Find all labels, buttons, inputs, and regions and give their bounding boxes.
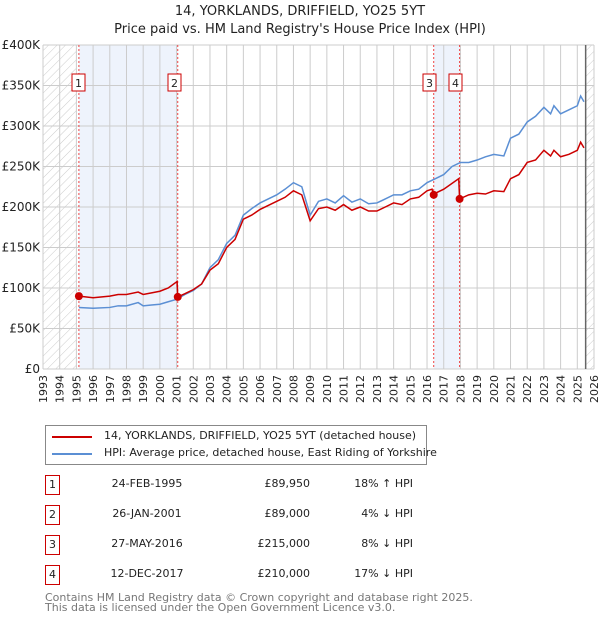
y-tick-label: £300K: [2, 119, 42, 133]
sale-point: [173, 292, 182, 301]
x-tick-label: 2002: [187, 375, 200, 403]
x-tick-label: 1993: [37, 375, 50, 403]
sale-price: £89,000: [264, 507, 311, 520]
x-tick-label: 1999: [137, 375, 150, 403]
sale-hpi-diff: 17% ↓ HPI: [354, 567, 413, 580]
sale-point: [455, 194, 464, 203]
chart-title: 14, YORKLANDS, DRIFFIELD, YO25 5YT: [174, 4, 426, 19]
x-tick-label: 2017: [438, 375, 451, 403]
sale-row: 4 12-DEC-2017 £210,000 17% ↓ HPI: [45, 565, 413, 585]
sale-marker-box: [71, 73, 86, 92]
legend-swatch: [52, 453, 92, 455]
sale-date: 26-JAN-2001: [112, 507, 182, 520]
y-tick-label: £150K: [2, 241, 42, 255]
x-tick-label: 2025: [571, 375, 584, 403]
sale-point: [429, 190, 438, 199]
x-tick-label: 2000: [154, 375, 167, 403]
x-tick-label: 2010: [321, 375, 334, 403]
x-tick-label: 2020: [488, 375, 501, 403]
price-chart: 1993 1994 1995 1996 1997 1998 1999 2000 2001 2002…: [2, 38, 600, 403]
sale-date: 27-MAY-2016: [111, 537, 183, 550]
x-tick-label: 1998: [120, 375, 133, 403]
sale-marker-label: 4: [452, 77, 459, 90]
chart-subtitle: Price paid vs. HM Land Registry's House …: [114, 22, 486, 37]
sale-price: £215,000: [257, 537, 311, 550]
sale-hpi-diff: 8% ↓ HPI: [361, 537, 413, 550]
x-tick-label: 2018: [454, 375, 467, 403]
x-tick-label: 1994: [54, 375, 67, 403]
x-tick-label: 2026: [588, 375, 600, 403]
x-tick-label: 2024: [555, 375, 568, 403]
sale-marker-label: 3: [426, 77, 433, 90]
legend-label: HPI: Average price, detached house, East…: [104, 446, 437, 459]
sale-date: 24-FEB-1995: [111, 477, 183, 490]
footer-copyright: Contains HM Land Registry data © Crown c…: [45, 591, 473, 604]
sale-price: £210,000: [257, 567, 311, 580]
sale-marker-label: 2: [171, 77, 178, 90]
sale-row: 3 27-MAY-2016 £215,000 8% ↓ HPI: [45, 535, 413, 555]
x-tick-label: 2015: [404, 375, 417, 403]
x-tick-label: 2004: [221, 375, 234, 403]
x-tick-label: 2014: [388, 375, 401, 403]
sale-hpi-diff: 4% ↓ HPI: [361, 507, 413, 520]
property-price-line: [78, 140, 585, 299]
y-tick-label: £50K: [9, 322, 41, 336]
x-tick-label: 2016: [421, 375, 434, 403]
sale-number: 4: [45, 565, 60, 585]
x-tick-label: 2007: [271, 375, 284, 403]
legend-label: 14, YORKLANDS, DRIFFIELD, YO25 5YT (deta…: [104, 429, 417, 442]
x-tick-label: 2008: [287, 375, 300, 403]
x-tick-label: 2019: [471, 375, 484, 403]
y-tick-label: £200K: [2, 200, 42, 214]
sale-marker-box: [422, 73, 437, 92]
x-tick-label: 2011: [338, 375, 351, 403]
x-tick-label: 2013: [371, 375, 384, 403]
x-tick-label: 2022: [521, 375, 534, 403]
y-tick-label: £400K: [2, 38, 42, 52]
x-tick-label: 2005: [237, 375, 250, 403]
y-tick-label: £250K: [2, 160, 42, 174]
y-tick-label: £100K: [2, 281, 42, 295]
sale-number: 3: [45, 535, 60, 555]
sale-price: £89,950: [264, 477, 311, 490]
x-tick-label: 2001: [171, 375, 184, 403]
footer-licence: This data is licensed under the Open Gov…: [45, 601, 396, 614]
legend: 14, YORKLANDS, DRIFFIELD, YO25 5YT (deta…: [45, 425, 437, 465]
y-tick-label: £0: [25, 362, 40, 376]
sale-point: [74, 292, 83, 301]
sale-marker-box: [167, 73, 182, 92]
sale-marker-label: 1: [75, 77, 82, 90]
sale-date: 12-DEC-2017: [110, 567, 184, 580]
x-tick-label: 1995: [70, 375, 83, 403]
legend-swatch: [52, 436, 92, 438]
sale-row: 2 26-JAN-2001 £89,000 4% ↓ HPI: [45, 505, 413, 525]
x-tick-label: 2023: [538, 375, 551, 403]
sale-marker-box: [448, 73, 463, 92]
x-tick-label: 2003: [204, 375, 217, 403]
x-tick-label: 1997: [104, 375, 117, 403]
x-tick-label: 2006: [254, 375, 267, 403]
sale-row: 1 24-FEB-1995 £89,950 18% ↑ HPI: [45, 475, 413, 495]
x-tick-label: 2012: [354, 375, 367, 403]
x-tick-label: 2009: [304, 375, 317, 403]
x-tick-label: 2021: [505, 375, 518, 403]
sale-number: 1: [45, 475, 60, 495]
sale-number: 2: [45, 505, 60, 525]
y-tick-label: £350K: [2, 79, 42, 93]
sale-hpi-diff: 18% ↑ HPI: [354, 477, 413, 490]
x-tick-label: 1996: [87, 375, 100, 403]
